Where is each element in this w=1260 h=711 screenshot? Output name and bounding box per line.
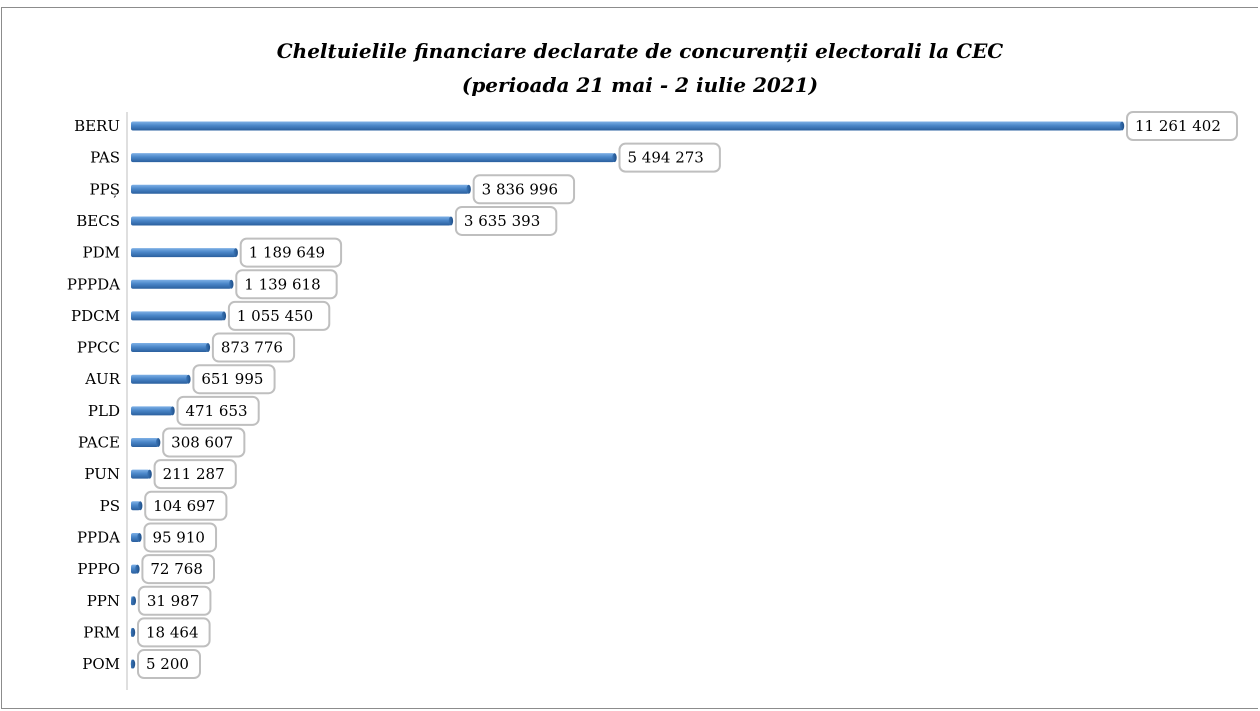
- bar-end-cap: [135, 564, 140, 574]
- data-label: 651 995: [201, 370, 263, 388]
- bar: [131, 279, 232, 289]
- bar-end-cap: [137, 532, 142, 542]
- data-label-box: [618, 142, 721, 173]
- category-label: BECS: [76, 212, 120, 230]
- bar-end-cap: [233, 248, 238, 258]
- data-label-box: [137, 649, 201, 680]
- category-label: PAS: [90, 149, 120, 167]
- data-label-box: [153, 459, 237, 490]
- category-label: PLD: [88, 402, 120, 420]
- category-label: PPDA: [77, 528, 120, 546]
- category-label: PUN: [84, 465, 120, 483]
- bar-end-cap: [138, 501, 143, 511]
- data-label-box: [235, 269, 338, 300]
- bar-end-cap: [130, 659, 136, 669]
- data-label: 5 494 273: [627, 149, 703, 167]
- bar-end-cap: [229, 279, 234, 289]
- data-label-box: [192, 364, 276, 395]
- bar: [131, 406, 173, 416]
- bar-end-cap: [170, 406, 175, 416]
- category-label: PPN: [87, 592, 120, 610]
- bar-end-cap: [448, 216, 454, 226]
- bar-end-cap: [205, 343, 211, 353]
- bar-end-cap: [1119, 121, 1125, 131]
- bar: [131, 532, 140, 542]
- bar: [131, 374, 189, 384]
- data-label-box: [141, 554, 216, 585]
- data-label-box: [137, 617, 211, 648]
- data-label-box: [227, 300, 331, 331]
- category-label: PRM: [83, 623, 120, 641]
- category-label: PACE: [78, 434, 120, 452]
- data-label-box: [144, 490, 228, 521]
- bar: [131, 184, 469, 194]
- category-label: POM: [82, 655, 120, 673]
- data-label: 95 910: [152, 528, 205, 546]
- bar: [131, 311, 224, 321]
- data-label: 1 055 450: [237, 307, 313, 325]
- bar: [131, 469, 150, 479]
- bar-end-cap: [186, 374, 191, 384]
- category-label: PDCM: [71, 307, 120, 325]
- bar-end-cap: [612, 153, 617, 163]
- category-label: PDM: [83, 244, 120, 262]
- data-label: 5 200: [146, 655, 189, 673]
- bar-end-cap: [466, 184, 471, 194]
- bar-end-cap: [147, 469, 152, 479]
- data-label: 1 139 618: [244, 275, 320, 293]
- bar-end-cap: [131, 596, 137, 606]
- data-label-box: [454, 205, 558, 236]
- bar-end-cap: [130, 627, 136, 637]
- chart-subtitle: (perioada 21 mai - 2 iulie 2021): [462, 73, 818, 97]
- data-label-box: [472, 174, 576, 205]
- data-label: 308 607: [171, 434, 233, 452]
- bar: [131, 343, 208, 353]
- data-label: 104 697: [153, 497, 215, 515]
- data-label: 211 287: [163, 465, 225, 483]
- data-label-box: [176, 395, 260, 426]
- data-label: 18 464: [146, 623, 199, 641]
- category-label: PPPDA: [67, 275, 120, 293]
- data-label-box: [211, 332, 296, 363]
- data-label: 31 987: [147, 592, 200, 610]
- category-label: PPPO: [77, 560, 120, 578]
- bar: [131, 121, 1122, 131]
- data-label: 3 836 996: [482, 180, 558, 198]
- data-label-box: [137, 585, 212, 616]
- data-label: 1 189 649: [249, 244, 325, 262]
- bar: [131, 438, 159, 447]
- category-label: PPȘ: [90, 180, 120, 198]
- bar: [131, 216, 451, 226]
- bar: [131, 248, 236, 258]
- chart-title: Cheltuielile financiare declarate de con…: [277, 39, 1004, 63]
- data-label-box: [239, 237, 343, 268]
- data-label: 11 261 402: [1135, 117, 1221, 135]
- data-label: 873 776: [221, 339, 283, 357]
- bar-end-cap: [155, 438, 161, 447]
- category-label: BERU: [74, 117, 120, 135]
- data-label: 471 653: [186, 402, 248, 420]
- bars-group: BERU 11 261 402 PAS 5 494 273 PPȘ 3 836 996 BE…: [67, 111, 1238, 680]
- bar: [131, 501, 141, 511]
- data-label-box: [143, 522, 218, 553]
- data-label-box: [162, 427, 246, 458]
- category-label: AUR: [84, 370, 120, 388]
- data-label: 72 768: [150, 560, 203, 578]
- data-label: 3 635 393: [464, 212, 540, 230]
- data-label-box: [1126, 111, 1238, 141]
- category-label: PPCC: [77, 339, 120, 357]
- category-label: PS: [100, 497, 120, 515]
- bar: [131, 153, 615, 163]
- bar-end-cap: [221, 311, 227, 321]
